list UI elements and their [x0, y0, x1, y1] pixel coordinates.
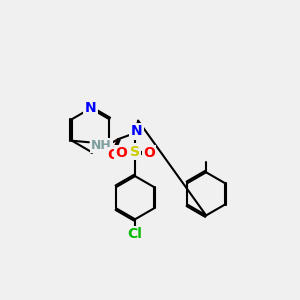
Text: Cl: Cl [128, 227, 142, 241]
Text: O: O [115, 146, 127, 160]
Text: O: O [143, 146, 155, 160]
Text: S: S [130, 145, 140, 158]
Text: N: N [131, 124, 142, 139]
Text: NH: NH [91, 139, 112, 152]
Text: N: N [85, 101, 96, 116]
Text: O: O [108, 148, 119, 162]
